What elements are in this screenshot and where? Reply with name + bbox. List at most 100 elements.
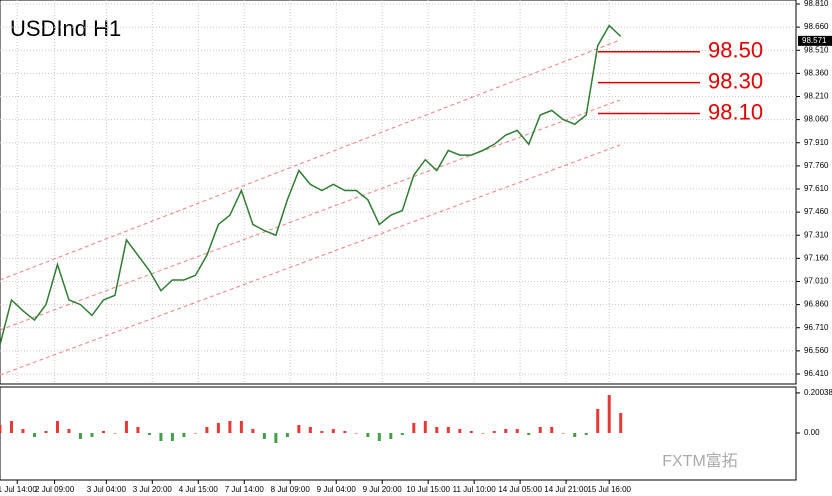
y-tick-label: 98.210 [804, 92, 829, 101]
macd-bar [607, 395, 611, 433]
macd-bar [159, 433, 163, 441]
macd-bar [331, 429, 335, 433]
macd-bar [0, 425, 2, 433]
macd-bar [239, 421, 243, 433]
macd-bar [377, 433, 381, 441]
macd-bar [343, 431, 347, 433]
macd-tick-label: 0.00 [804, 428, 820, 437]
y-tick-label: 98.060 [804, 115, 829, 124]
y-tick-label: 97.310 [804, 230, 829, 239]
macd-bar [320, 431, 324, 433]
y-tick-label: 97.460 [804, 207, 829, 216]
y-tick-label: 97.760 [804, 161, 829, 170]
y-tick-label: 98.360 [804, 68, 829, 77]
macd-bar [251, 429, 255, 433]
y-tick-label: 97.160 [804, 253, 829, 262]
macd-bar [262, 433, 266, 439]
macd-bar [515, 429, 519, 433]
macd-bar [446, 427, 450, 433]
x-tick-label: 14 Jul 05:00 [498, 485, 542, 494]
macd-bar [354, 433, 358, 434]
y-tick-label: 98.510 [804, 45, 829, 54]
channel-line [0, 39, 621, 281]
macd-bar [193, 433, 197, 434]
x-tick-label: 4 Jul 15:00 [179, 485, 219, 494]
level-label: 98.30 [708, 68, 763, 93]
macd-bar [435, 427, 439, 433]
y-tick-label: 97.610 [804, 184, 829, 193]
macd-bar [101, 431, 105, 433]
macd-bar [90, 433, 94, 437]
macd-bar [538, 427, 542, 433]
macd-bar [481, 433, 485, 434]
y-tick-label: 97.910 [804, 138, 829, 147]
macd-bar [619, 413, 623, 433]
macd-bar [136, 427, 140, 433]
x-tick-label: 9 Jul 04:00 [317, 485, 357, 494]
macd-bar [573, 433, 577, 437]
macd-bar [561, 433, 565, 434]
x-tick-label: 7 Jul 14:00 [225, 485, 265, 494]
y-tick-label: 96.410 [804, 369, 829, 378]
macd-bar [412, 423, 416, 433]
channel-line [0, 144, 621, 376]
macd-bar [308, 427, 312, 433]
price-line [0, 24, 622, 345]
macd-bar [504, 429, 508, 433]
macd-bar [596, 409, 600, 433]
level-label: 98.50 [708, 38, 763, 63]
macd-bar [423, 421, 427, 433]
price-frame [0, 0, 797, 385]
x-tick-label: 8 Jul 09:00 [271, 485, 311, 494]
x-tick-label: 14 Jul 21:00 [544, 485, 588, 494]
macd-bar [216, 423, 220, 433]
macd-bar [55, 421, 59, 433]
macd-bar [9, 421, 13, 433]
macd-bar [124, 421, 128, 433]
macd-bar [400, 433, 404, 435]
macd-bar [458, 429, 462, 433]
macd-bar [113, 433, 117, 434]
macd-bar [147, 433, 151, 435]
macd-bar [205, 427, 209, 433]
macd-tick-label: 0.20038 [804, 388, 832, 397]
y-tick-label: 96.560 [804, 346, 829, 355]
x-tick-label: 10 Jul 15:00 [406, 485, 450, 494]
x-tick-label: 15 Jul 16:00 [587, 485, 631, 494]
channel-line [0, 99, 621, 331]
macd-bar [492, 431, 496, 433]
macd-bar [297, 425, 301, 433]
macd-bar [274, 433, 278, 443]
macd-bar [182, 433, 186, 437]
x-tick-label: 3 Jul 04:00 [87, 485, 127, 494]
macd-bar [469, 431, 473, 433]
macd-bar [32, 433, 36, 437]
macd-bar [170, 433, 174, 441]
x-tick-label: 9 Jul 20:00 [363, 485, 403, 494]
macd-bar [67, 429, 71, 433]
macd-bar [584, 433, 588, 435]
macd-bar [527, 433, 531, 435]
macd-bar [285, 433, 289, 437]
macd-bar [550, 427, 554, 433]
macd-bar [366, 433, 370, 437]
y-tick-label: 98.810 [804, 0, 829, 8]
price-tag [798, 35, 832, 46]
x-tick-label: 1 Jul 14:00 [0, 485, 37, 494]
x-tick-label: 2 Jul 09:00 [35, 485, 75, 494]
y-tick-label: 98.660 [804, 22, 829, 31]
y-tick-label: 97.010 [804, 277, 829, 286]
macd-bar [78, 433, 82, 439]
price-tag-label: 98.571 [802, 36, 827, 45]
y-tick-label: 96.710 [804, 323, 829, 332]
macd-bar [44, 431, 48, 433]
x-tick-label: 11 Jul 10:00 [453, 485, 497, 494]
chart-title: USDInd H1 [10, 16, 121, 41]
level-label: 98.10 [708, 99, 763, 124]
macd-bar [21, 429, 25, 433]
x-tick-label: 3 Jul 20:00 [133, 485, 173, 494]
watermark: FXTM富拓 [662, 452, 738, 470]
y-tick-label: 96.860 [804, 300, 829, 309]
